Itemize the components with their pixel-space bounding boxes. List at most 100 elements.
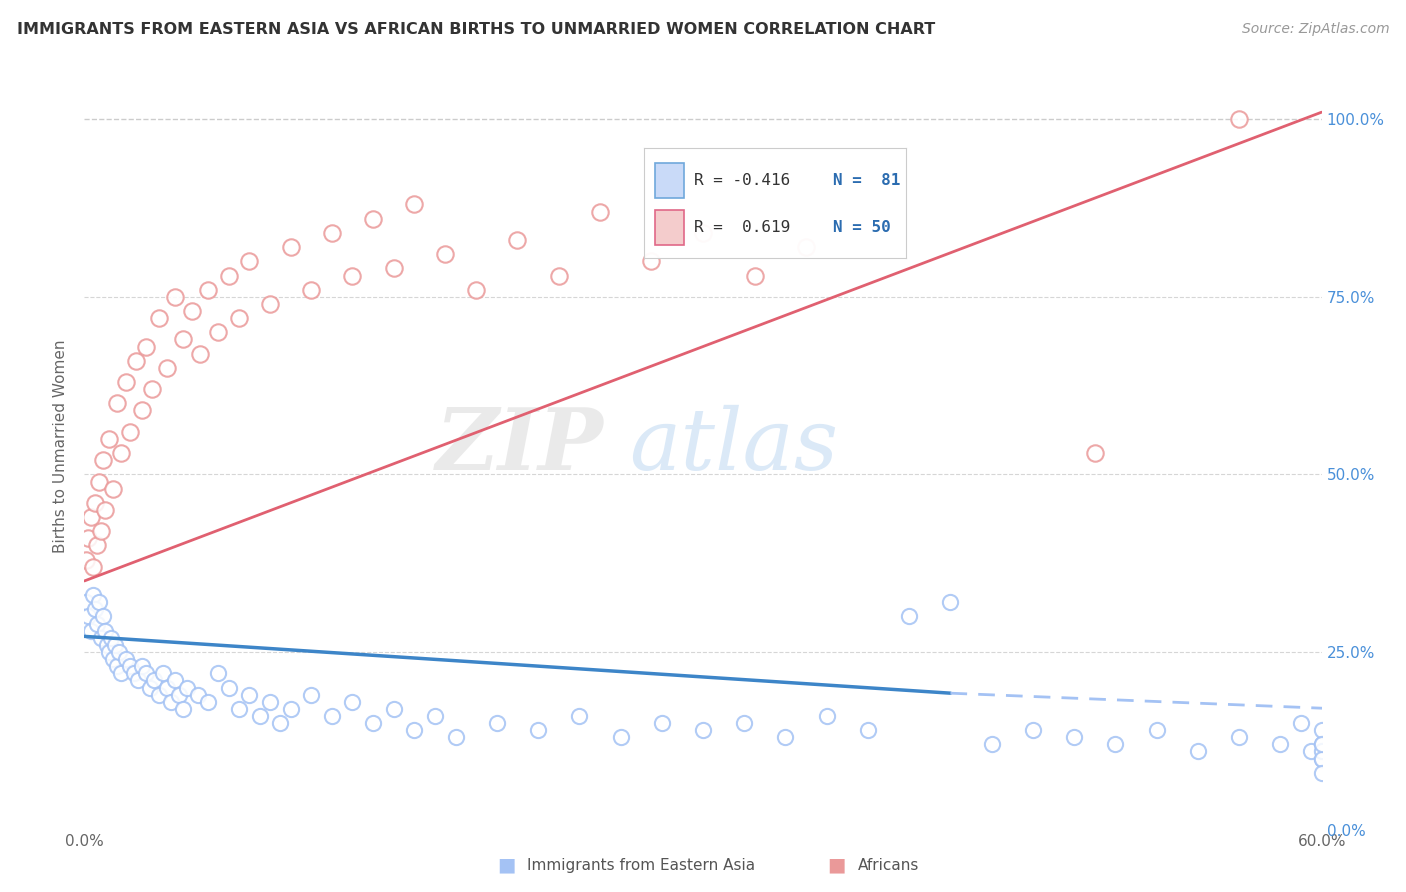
Point bbox=[125, 353, 148, 368]
Point bbox=[434, 247, 457, 261]
Point bbox=[197, 695, 219, 709]
Text: R =  0.619: R = 0.619 bbox=[695, 219, 790, 235]
Point bbox=[794, 240, 817, 254]
Point bbox=[1289, 716, 1312, 731]
Point bbox=[609, 730, 631, 744]
Point bbox=[207, 666, 229, 681]
Point bbox=[172, 333, 194, 347]
Point bbox=[143, 673, 166, 688]
Point bbox=[1310, 751, 1333, 765]
Text: R = -0.416: R = -0.416 bbox=[695, 173, 790, 187]
Point bbox=[228, 311, 250, 326]
Point bbox=[342, 268, 364, 283]
Point bbox=[733, 716, 755, 731]
Point bbox=[361, 211, 384, 226]
Point bbox=[103, 482, 125, 496]
Point bbox=[91, 453, 114, 467]
Point bbox=[86, 616, 108, 631]
Point bbox=[152, 666, 174, 681]
Point bbox=[108, 645, 131, 659]
Point bbox=[83, 496, 105, 510]
Point bbox=[404, 197, 426, 211]
Point bbox=[361, 716, 384, 731]
Point bbox=[382, 261, 405, 276]
Point bbox=[86, 538, 108, 552]
Point bbox=[139, 681, 162, 695]
Point bbox=[1310, 744, 1333, 758]
Point bbox=[82, 559, 104, 574]
Point bbox=[815, 709, 838, 723]
Point bbox=[856, 723, 879, 738]
Point bbox=[79, 624, 101, 638]
Point bbox=[110, 446, 132, 460]
Point bbox=[1022, 723, 1045, 738]
Point bbox=[131, 659, 153, 673]
Point bbox=[775, 730, 797, 744]
Point bbox=[939, 595, 962, 609]
Point bbox=[197, 283, 219, 297]
Point bbox=[640, 254, 662, 268]
Point bbox=[218, 681, 240, 695]
Point bbox=[1310, 723, 1333, 738]
Point bbox=[898, 609, 921, 624]
Point bbox=[118, 659, 141, 673]
Point bbox=[589, 204, 612, 219]
Point bbox=[1310, 751, 1333, 765]
Point bbox=[90, 524, 112, 539]
Point bbox=[1063, 730, 1085, 744]
Point bbox=[98, 432, 121, 446]
Point bbox=[110, 666, 132, 681]
Point bbox=[165, 673, 187, 688]
Point bbox=[980, 737, 1002, 751]
Point bbox=[249, 709, 271, 723]
Point bbox=[131, 403, 153, 417]
Point bbox=[100, 631, 122, 645]
Point bbox=[87, 475, 110, 489]
Point bbox=[176, 681, 198, 695]
Point bbox=[547, 268, 569, 283]
Point bbox=[465, 283, 488, 297]
Point bbox=[105, 659, 128, 673]
Point bbox=[118, 425, 141, 439]
Point bbox=[148, 311, 170, 326]
Point bbox=[228, 702, 250, 716]
Point bbox=[1310, 765, 1333, 780]
Point bbox=[280, 702, 302, 716]
Point bbox=[96, 638, 118, 652]
Point bbox=[280, 240, 302, 254]
Text: Immigrants from Eastern Asia: Immigrants from Eastern Asia bbox=[527, 858, 755, 872]
Point bbox=[259, 297, 281, 311]
Point bbox=[321, 226, 343, 240]
Point bbox=[444, 730, 467, 744]
Point bbox=[299, 688, 322, 702]
Point bbox=[148, 688, 170, 702]
Y-axis label: Births to Unmarried Women: Births to Unmarried Women bbox=[53, 339, 69, 553]
Point bbox=[98, 645, 121, 659]
Point bbox=[1146, 723, 1168, 738]
Point bbox=[135, 340, 157, 354]
Point bbox=[651, 716, 673, 731]
Point bbox=[1227, 112, 1250, 127]
Point bbox=[382, 702, 405, 716]
Point bbox=[172, 702, 194, 716]
Point bbox=[90, 631, 112, 645]
Point bbox=[1310, 737, 1333, 751]
Point bbox=[114, 652, 136, 666]
Point bbox=[83, 602, 105, 616]
Point bbox=[94, 503, 117, 517]
FancyBboxPatch shape bbox=[655, 210, 683, 245]
Point bbox=[104, 638, 127, 652]
Point bbox=[321, 709, 343, 723]
Point bbox=[77, 532, 100, 546]
Point bbox=[141, 382, 163, 396]
Point bbox=[94, 624, 117, 638]
Point bbox=[568, 709, 591, 723]
Text: ZIP: ZIP bbox=[436, 404, 605, 488]
Point bbox=[299, 283, 322, 297]
Point bbox=[692, 226, 714, 240]
Text: N = 50: N = 50 bbox=[832, 219, 890, 235]
Point bbox=[160, 695, 183, 709]
Point bbox=[238, 254, 260, 268]
Point bbox=[506, 233, 529, 247]
Point bbox=[1104, 737, 1126, 751]
